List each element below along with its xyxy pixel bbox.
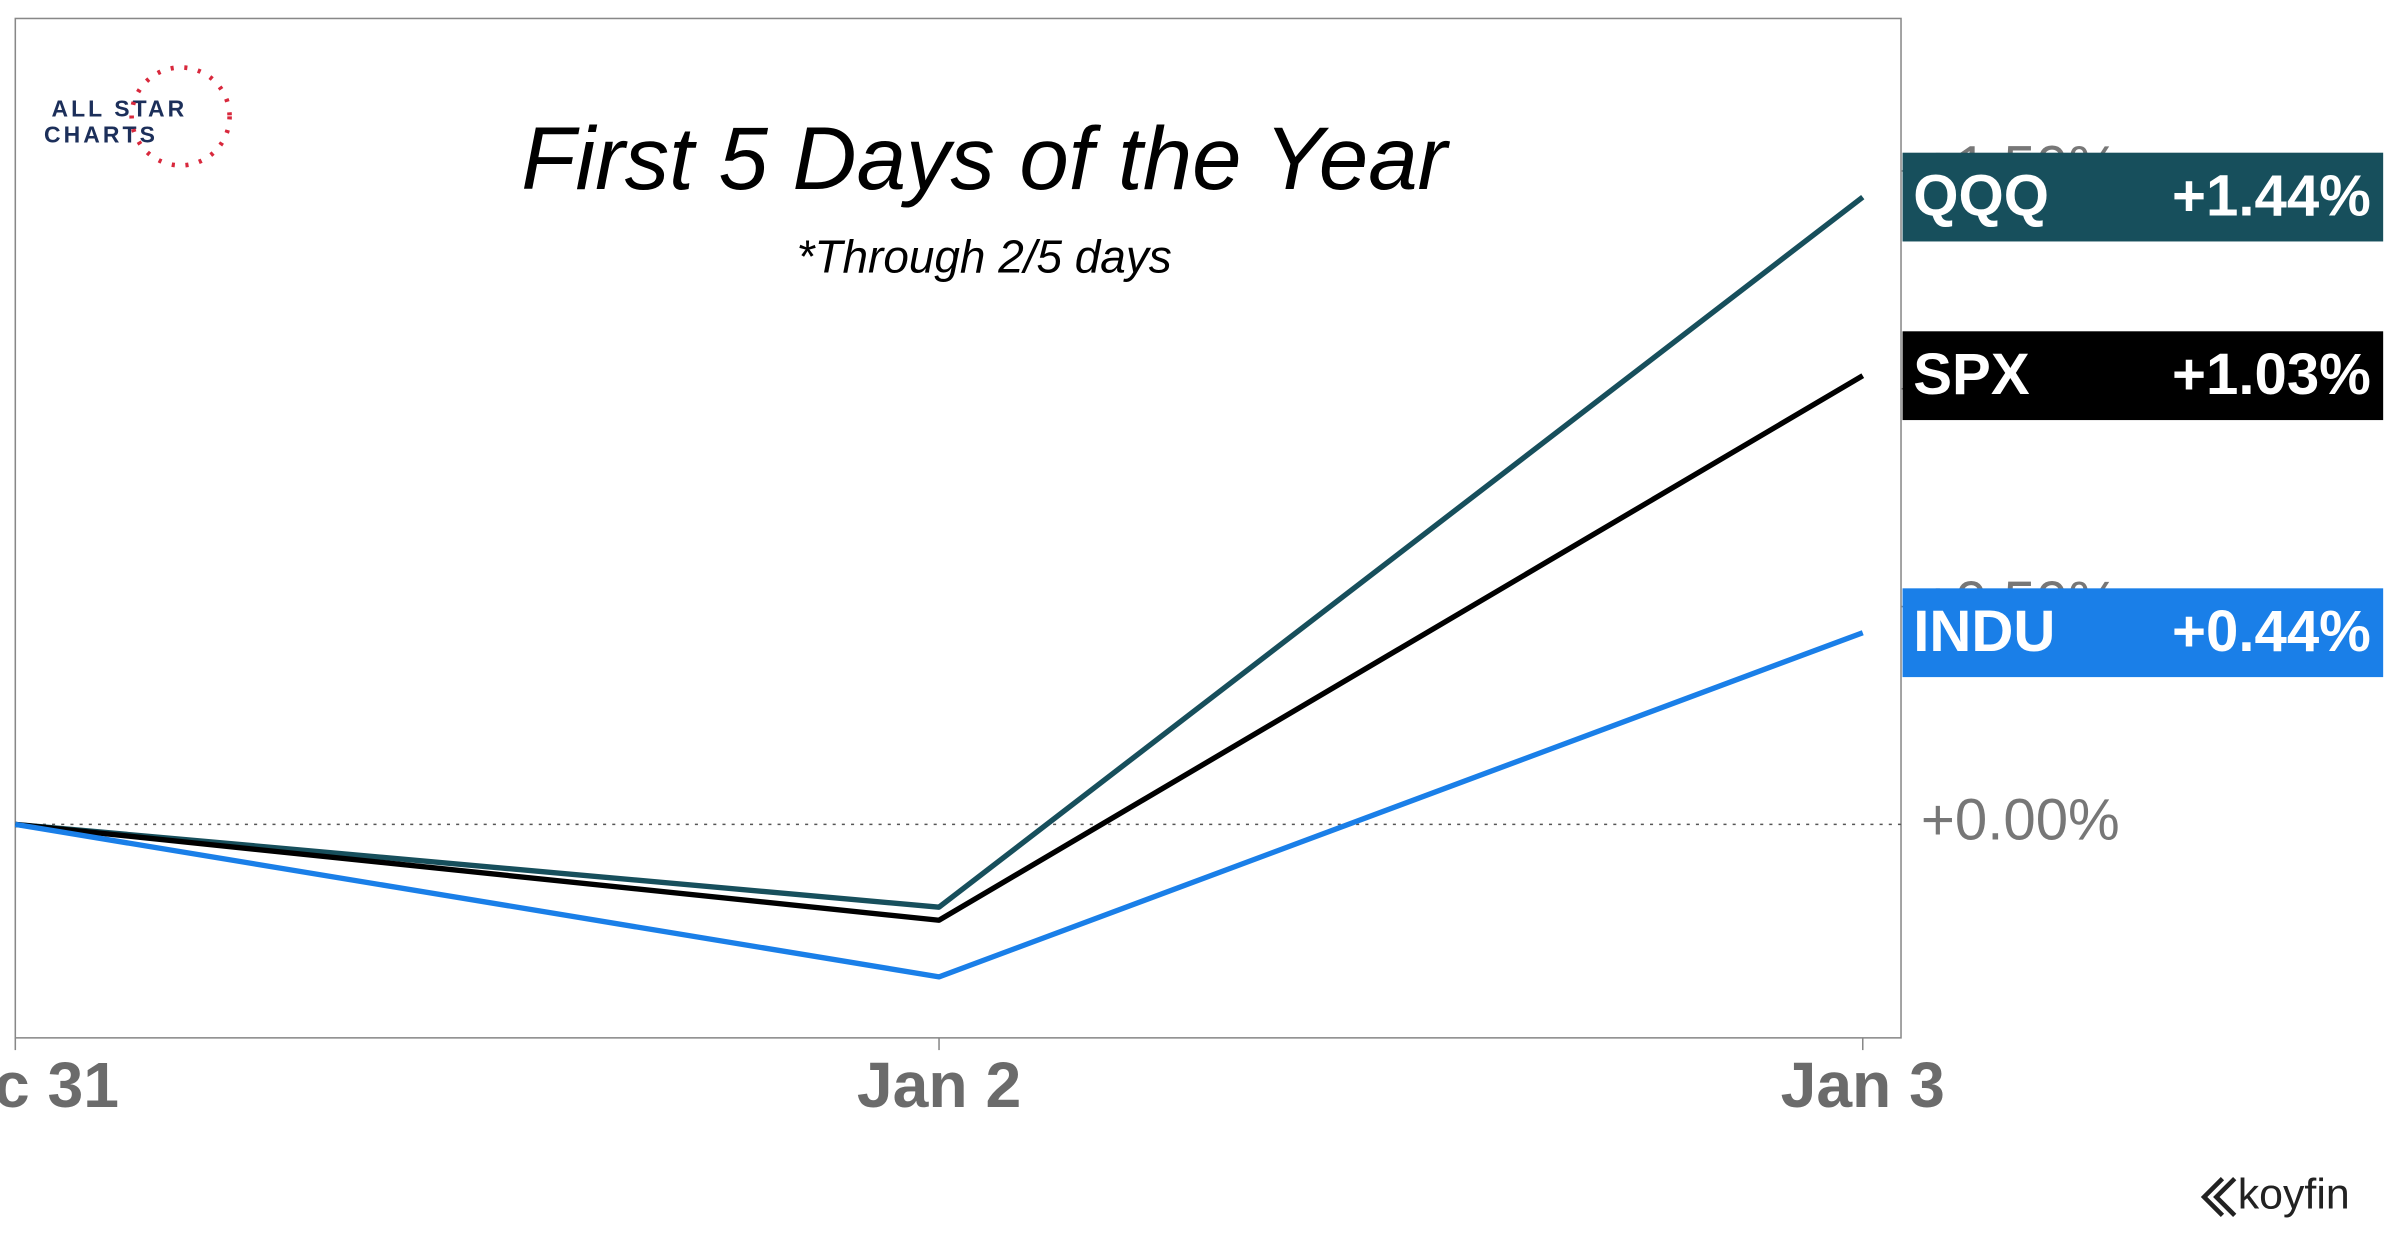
logo-text: ALL STAR <box>51 95 187 121</box>
plot-frame <box>14 17 1902 1039</box>
y-tick-label: +0.00% <box>1921 788 2120 853</box>
source-icon <box>2200 1177 2237 1218</box>
x-tick-label: Jan 3 <box>1781 1049 1945 1121</box>
x-tick-label: Dec 31 <box>0 1049 119 1121</box>
value-label: +1.03% <box>2172 342 2371 407</box>
chart-title: First 5 Days of the Year <box>521 109 1450 208</box>
badge-box <box>1902 588 2384 678</box>
legend-label: SPX <box>1913 342 2030 407</box>
series-badge: SPX +1.03% <box>1902 331 2384 421</box>
badge-box <box>1902 331 2384 421</box>
series-line <box>14 630 1864 980</box>
value-label: +1.44% <box>2172 164 2371 229</box>
legend-label: INDU <box>1913 599 2055 664</box>
x-tick-label: Jan 2 <box>857 1049 1021 1121</box>
series-line <box>15 194 1865 910</box>
series-line <box>15 373 1865 923</box>
logo: ALL STAR CHARTS <box>44 65 232 168</box>
legend-label: QQQ <box>1913 164 2049 229</box>
series-badge: QQQ +1.44% <box>1902 152 2384 242</box>
source-label: koyfin <box>2238 1170 2350 1218</box>
value-label: +0.44% <box>2172 599 2371 664</box>
series-badge: INDU +0.44% <box>1902 588 2384 678</box>
logo-stars <box>129 65 232 168</box>
source: koyfin <box>2200 1170 2350 1218</box>
chart-subtitle: *Through 2/5 days <box>797 230 1172 282</box>
badge-box <box>1902 152 2384 242</box>
logo-text: CHARTS <box>44 121 158 147</box>
